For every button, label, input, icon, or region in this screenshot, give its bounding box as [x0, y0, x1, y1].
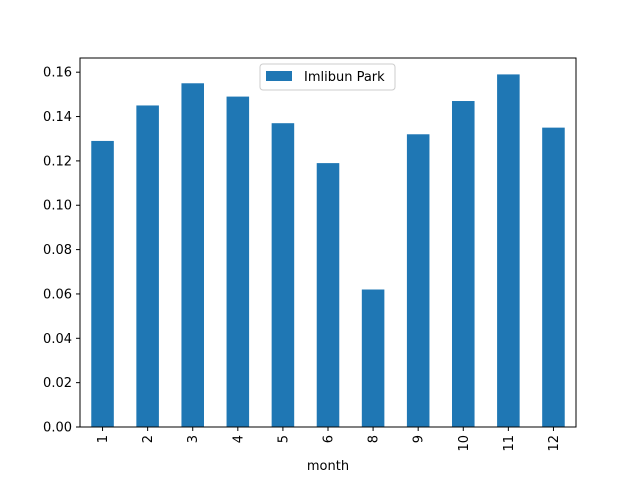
x-tick-label: 5 — [276, 435, 291, 443]
plot-frame — [79, 57, 577, 428]
x-tick-label: 1 — [96, 435, 111, 443]
y-tick-label: 0.16 — [43, 66, 72, 81]
y-tick-label: 0.06 — [43, 287, 72, 302]
y-axis: 0.00 0.02 0.04 0.06 0.08 0.10 0.12 0.14 0.16 — [43, 66, 80, 436]
x-tick-label: 6 — [322, 435, 337, 443]
x-tick-label: 10 — [457, 435, 472, 452]
bar-month-12 — [542, 127, 565, 427]
y-tick-label: 0.00 — [43, 421, 72, 436]
bar-month-5 — [271, 123, 295, 427]
legend-box — [259, 63, 396, 91]
y-tick-label: 0.04 — [43, 332, 72, 347]
x-tick-label: 9 — [412, 435, 427, 443]
x-tick-label: 11 — [502, 435, 517, 452]
x-axis-title: month — [307, 459, 349, 474]
y-tick-label: 0.12 — [43, 154, 72, 169]
x-tick-label: 4 — [231, 435, 246, 443]
bar-month-4 — [226, 96, 250, 427]
y-tick-label: 0.10 — [43, 199, 72, 214]
bar-month-9 — [406, 134, 430, 427]
bar-month-11 — [497, 74, 520, 427]
x-tick-label: 8 — [367, 435, 382, 443]
x-tick-label: 12 — [547, 435, 562, 452]
bar-month-3 — [181, 83, 204, 427]
legend-swatch — [266, 71, 292, 81]
x-axis: 1 2 3 4 5 6 8 9 10 11 12 — [96, 427, 562, 452]
bar-month-10 — [452, 101, 475, 428]
x-tick-label: 2 — [141, 435, 156, 443]
y-tick-label: 0.14 — [43, 110, 72, 125]
bar-month-8 — [361, 289, 385, 427]
legend: Imlibun Park — [259, 63, 396, 91]
legend-label: Imlibun Park — [304, 70, 385, 85]
y-tick-label: 0.08 — [43, 243, 72, 258]
bars-group — [91, 74, 565, 428]
x-tick-label: 3 — [186, 435, 201, 443]
bar-month-2 — [136, 105, 159, 428]
bar-month-1 — [91, 140, 114, 427]
y-tick-label: 0.02 — [43, 376, 72, 391]
bar-month-6 — [316, 163, 340, 428]
